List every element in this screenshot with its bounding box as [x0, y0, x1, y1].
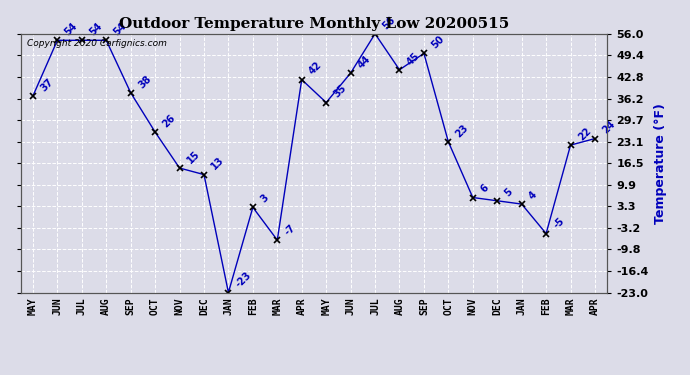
Text: 37: 37	[39, 76, 55, 93]
Text: 24: 24	[600, 119, 617, 136]
Text: 5: 5	[503, 186, 515, 198]
Text: -23: -23	[234, 270, 253, 290]
Text: 54: 54	[112, 21, 128, 38]
Text: 35: 35	[332, 83, 348, 100]
Title: Outdoor Temperature Monthly Low 20200515: Outdoor Temperature Monthly Low 20200515	[119, 17, 509, 31]
Text: 26: 26	[161, 112, 177, 129]
Text: 44: 44	[356, 54, 373, 70]
Text: 6: 6	[478, 183, 490, 195]
Text: 22: 22	[576, 126, 593, 142]
Text: -5: -5	[552, 216, 566, 231]
Text: Copyright 2020 Carfignics.com: Copyright 2020 Carfignics.com	[26, 39, 166, 48]
Text: 56: 56	[381, 14, 397, 31]
Text: 42: 42	[307, 60, 324, 77]
Text: 23: 23	[454, 123, 471, 139]
Text: 13: 13	[210, 155, 226, 172]
Text: 3: 3	[259, 193, 270, 205]
Text: 54: 54	[63, 21, 79, 38]
Text: 4: 4	[527, 189, 539, 201]
Y-axis label: Temperature (°F): Temperature (°F)	[654, 103, 667, 224]
Text: 54: 54	[88, 21, 104, 38]
Text: -7: -7	[283, 223, 297, 237]
Text: 38: 38	[136, 73, 153, 90]
Text: 50: 50	[429, 34, 446, 51]
Text: 15: 15	[185, 148, 201, 165]
Text: 45: 45	[405, 50, 422, 67]
